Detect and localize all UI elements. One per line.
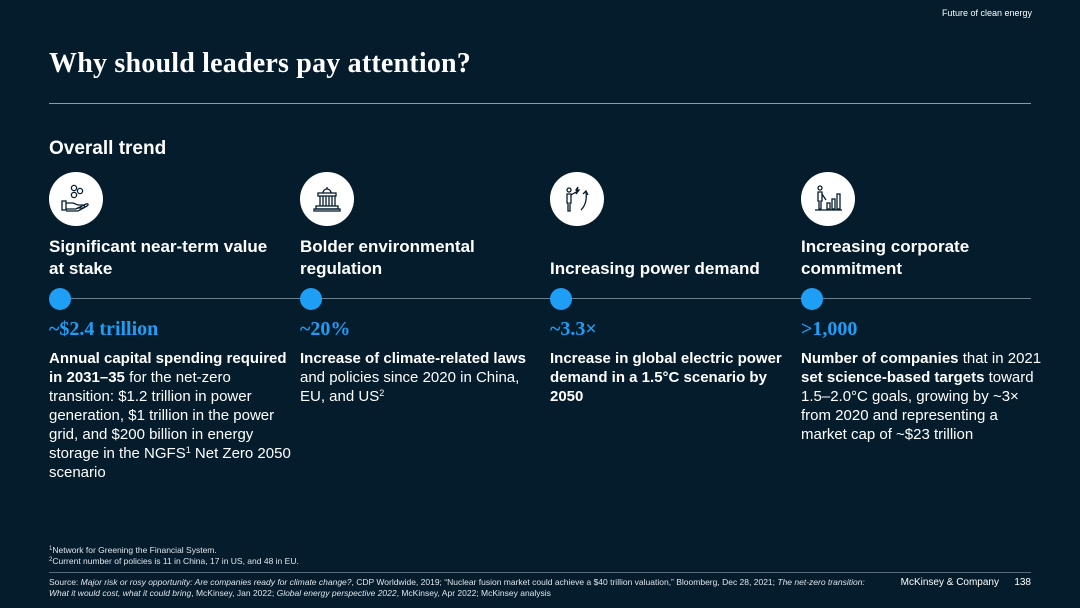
- timeline-marker: [49, 288, 71, 310]
- column-heading: Significant near-term value at stake: [49, 237, 268, 278]
- section-heading: Overall trend: [49, 138, 167, 159]
- trend-column-power-demand: Increasing power demand ~3.3× Increase i…: [550, 172, 785, 405]
- column-description: Increase in global electric power demand…: [550, 349, 795, 406]
- footnote-2: 2Current number of policies is 11 in Chi…: [49, 556, 299, 566]
- power-demand-icon: [550, 172, 604, 226]
- text-run: Net Zero 2050 scenario: [49, 445, 291, 481]
- text-run: 2: [379, 388, 385, 398]
- title-divider: [49, 103, 1031, 104]
- column-description: Increase of climate-related laws and pol…: [300, 349, 545, 406]
- trend-column-value: Significant near-term value at stake ~$2…: [49, 172, 291, 481]
- timeline-line: [60, 298, 1031, 299]
- money-hand-icon: [49, 172, 103, 226]
- text-run: Annual capital spending required in 2031…: [49, 350, 287, 386]
- page-title: Why should leaders pay attention?: [49, 48, 471, 79]
- text-run: and policies since 2020 in China, EU, an…: [300, 369, 520, 405]
- government-building-icon: [300, 172, 354, 226]
- text-run: Increase in global electric power demand…: [550, 350, 782, 405]
- text-run: , McKinsey, Apr 2022; McKinsey analysis: [396, 588, 551, 598]
- key-metric: ~20%: [300, 318, 351, 340]
- corporate-growth-chart-icon: [801, 172, 855, 226]
- column-description: Annual capital spending required in 2031…: [49, 349, 294, 482]
- brand-name: McKinsey & Company: [900, 577, 999, 588]
- timeline-marker: [801, 288, 823, 310]
- text-run: , CDP Worldwide, 2019; “Nuclear fusion m…: [351, 577, 778, 587]
- trend-column-regulation: Bolder environmental regulation ~20% Inc…: [300, 172, 535, 405]
- column-description: Number of companies that in 2021 set sci…: [801, 349, 1046, 444]
- text-run: Global energy perspective 2022: [276, 588, 397, 598]
- page-number: 138: [1014, 577, 1031, 588]
- text-run: Source:: [49, 577, 81, 587]
- key-metric: ~$2.4 trillion: [49, 318, 159, 340]
- column-heading: Increasing corporate commitment: [801, 237, 970, 278]
- key-metric: >1,000: [801, 318, 858, 340]
- footer-divider: [49, 572, 1031, 573]
- trend-column-corporate: Increasing corporate commitment >1,000 N…: [801, 172, 1041, 443]
- eyebrow-label: Future of clean energy: [941, 8, 1032, 18]
- key-metric: ~3.3×: [550, 318, 597, 340]
- timeline-marker: [550, 288, 572, 310]
- text-run: for the net-zero transition: $1.2 trilli…: [49, 369, 275, 462]
- text-run: , McKinsey, Jan 2022;: [191, 588, 277, 598]
- footnote-1: 1Network for Greening the Financial Syst…: [49, 545, 217, 555]
- source-note: Source: Major risk or rosy opportunity: …: [49, 577, 869, 599]
- text-run: Number of companies: [801, 350, 959, 367]
- text-run: Major risk or rosy opportunity: Are comp…: [80, 577, 352, 587]
- text-run: The net-zero transition: What it would c…: [49, 577, 865, 598]
- text-run: Increase of climate-related laws: [300, 350, 526, 367]
- timeline-marker: [300, 288, 322, 310]
- column-heading: Increasing power demand: [550, 259, 760, 278]
- text-run: that in 2021: [958, 350, 1042, 367]
- text-run: 1: [185, 445, 191, 455]
- text-run: set science-based targets: [801, 369, 985, 386]
- footnotes: 1Network for Greening the Financial Syst…: [49, 545, 299, 567]
- text-run: toward 1.5–2.0°C goals, growing by ~3× f…: [801, 369, 1034, 443]
- column-heading: Bolder environmental regulation: [300, 237, 475, 278]
